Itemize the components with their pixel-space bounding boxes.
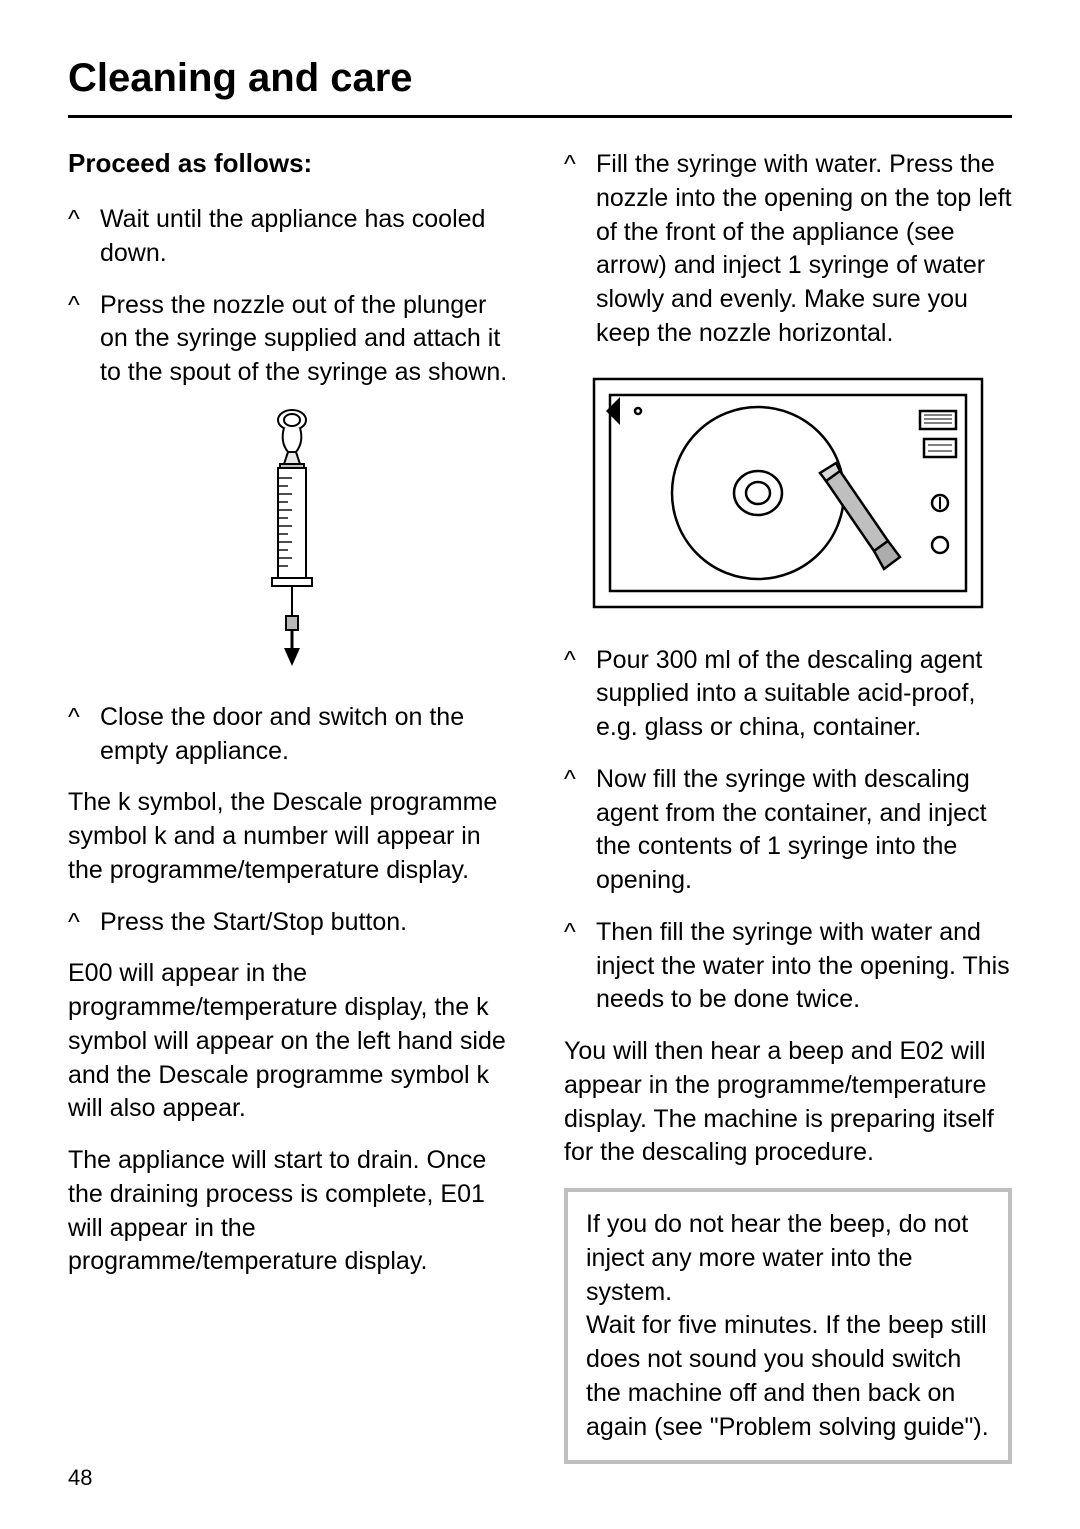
k-symbol: k — [477, 1061, 490, 1089]
para-e02: You will then hear a beep and E02 will a… — [564, 1035, 1012, 1170]
note-line-1: If you do not hear the beep, do not inje… — [586, 1208, 990, 1309]
step-close-door: Close the door and switch on the empty a… — [68, 701, 516, 769]
step-cool-down: Wait until the appliance has cooled down… — [68, 203, 516, 271]
k-symbol: k — [154, 822, 167, 850]
page-title: Cleaning and care — [68, 56, 1012, 101]
step-fill-syringe: Fill the syringe with water. Press the n… — [564, 148, 1012, 351]
code-e00: E00 — [68, 959, 112, 987]
content-columns: Proceed as follows: Wait until the appli… — [68, 148, 1012, 1464]
page-number: 48 — [68, 1465, 92, 1491]
figure-oven — [564, 373, 1012, 618]
note-line-2: Wait for five minutes. If the beep still… — [586, 1309, 990, 1444]
text-fragment: The — [68, 788, 118, 816]
step-fill-descaling: Now fill the syringe with descaling agen… — [564, 763, 1012, 898]
oven-icon — [588, 373, 988, 613]
k-symbol: k — [118, 788, 131, 816]
step-press-nozzle: Press the nozzle out of the plunger on t… — [68, 289, 516, 390]
text-fragment: symbol will appear on the left hand side… — [68, 1027, 506, 1089]
right-column: Fill the syringe with water. Press the n… — [564, 148, 1012, 1464]
note-box: If you do not hear the beep, do not inje… — [564, 1188, 1012, 1464]
text-fragment: The appliance will start to drain. Once … — [68, 1146, 486, 1208]
step-start-stop: Press the Start/Stop button. — [68, 906, 516, 940]
para-e01: The appliance will start to drain. Once … — [68, 1144, 516, 1279]
k-symbol: k — [476, 993, 489, 1021]
text-fragment: will appear in the programme/temperature… — [68, 959, 476, 1021]
text-fragment: will also appear. — [68, 1094, 246, 1122]
para-k-symbol: The k symbol, the Descale programme symb… — [68, 786, 516, 887]
para-e00: E00 will appear in the programme/tempera… — [68, 957, 516, 1126]
title-divider — [68, 115, 1012, 118]
left-column: Proceed as follows: Wait until the appli… — [68, 148, 516, 1464]
text-fragment: will appear in the programme/temperature… — [68, 1214, 427, 1276]
syringe-icon — [232, 408, 352, 668]
text-fragment: You will then hear a beep and — [564, 1037, 899, 1065]
subhead-proceed: Proceed as follows: — [68, 148, 516, 179]
step-pour-descaling: Pour 300 ml of the descaling agent suppl… — [564, 644, 1012, 745]
step-fill-water-twice: Then fill the syringe with water and inj… — [564, 916, 1012, 1017]
code-e02: E02 — [899, 1037, 943, 1065]
code-e01: E01 — [440, 1180, 484, 1208]
figure-syringe — [68, 408, 516, 673]
